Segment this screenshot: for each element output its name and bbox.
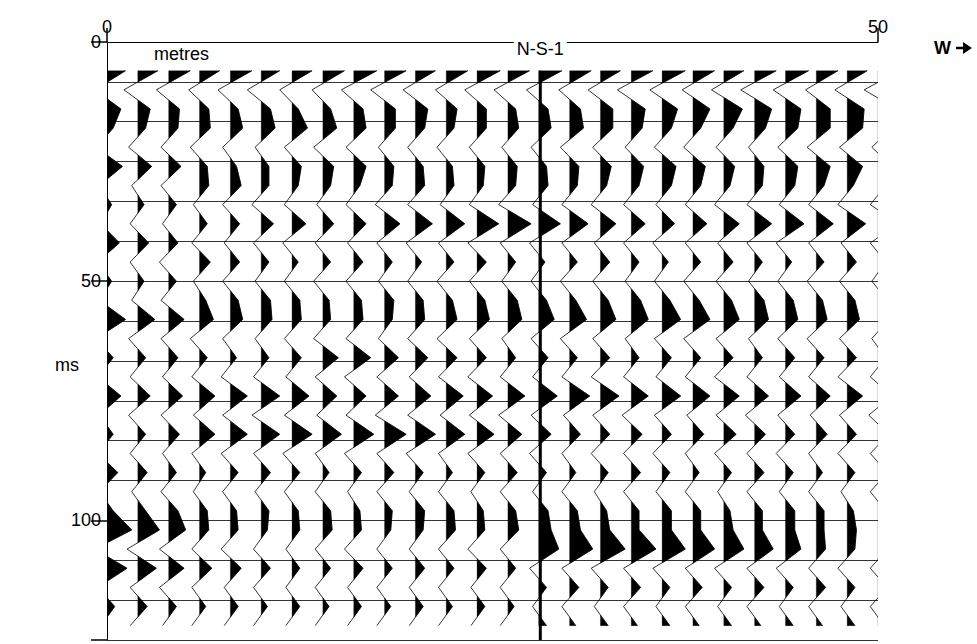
svg-text:ms: ms <box>55 355 79 375</box>
svg-text:metres: metres <box>154 44 209 64</box>
svg-text:100: 100 <box>71 510 101 530</box>
svg-text:W: W <box>934 38 951 58</box>
svg-text:N-S-1: N-S-1 <box>517 39 564 59</box>
svg-text:50: 50 <box>81 271 101 291</box>
svg-text:0: 0 <box>102 17 112 37</box>
svg-text:50: 50 <box>868 17 888 37</box>
svg-text:0: 0 <box>91 32 101 52</box>
